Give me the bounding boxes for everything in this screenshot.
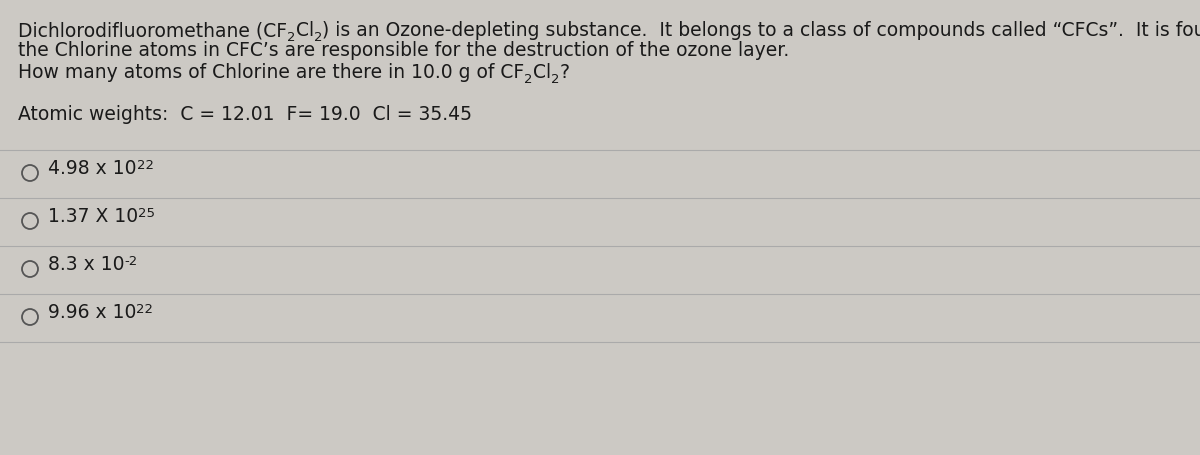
Text: -2: -2 — [125, 254, 138, 268]
Text: Cl: Cl — [295, 21, 313, 40]
Text: 2: 2 — [313, 31, 323, 44]
Text: 8.3 x 10: 8.3 x 10 — [48, 254, 125, 273]
Text: 2: 2 — [524, 73, 533, 86]
Text: 2: 2 — [287, 31, 295, 44]
Text: 25: 25 — [138, 207, 155, 219]
Text: Dichlorodifluoromethane (CF: Dichlorodifluoromethane (CF — [18, 21, 287, 40]
Text: 1.37 X 10: 1.37 X 10 — [48, 207, 138, 226]
Text: Atomic weights:  C = 12.01  F= 19.0  Cl = 35.45: Atomic weights: C = 12.01 F= 19.0 Cl = 3… — [18, 105, 472, 124]
Text: the Chlorine atoms in CFC’s are responsible for the destruction of the ozone lay: the Chlorine atoms in CFC’s are responsi… — [18, 41, 790, 60]
Text: 22: 22 — [137, 302, 154, 315]
Text: 4.98 x 10: 4.98 x 10 — [48, 159, 137, 177]
Text: 2: 2 — [551, 73, 559, 86]
Text: 9.96 x 10: 9.96 x 10 — [48, 302, 137, 321]
Text: How many atoms of Chlorine are there in 10.0 g of CF: How many atoms of Chlorine are there in … — [18, 63, 524, 82]
Text: ) is an Ozone-depleting substance.  It belongs to a class of compounds called “C: ) is an Ozone-depleting substance. It be… — [323, 21, 1200, 40]
Text: 22: 22 — [137, 159, 154, 172]
Text: Cl: Cl — [533, 63, 551, 82]
Text: ?: ? — [559, 63, 569, 82]
